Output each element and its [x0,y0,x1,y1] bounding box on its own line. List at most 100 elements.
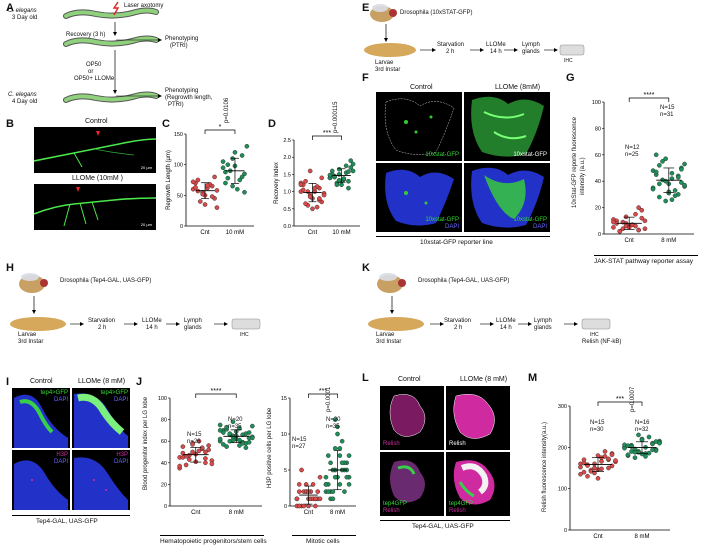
E-instar: 3rd Instar [375,67,401,73]
K-relish: Relish (NF-kB) [582,339,622,345]
E-larvae: Larvae [375,60,394,66]
data-point [298,182,304,188]
data-point [230,183,235,189]
y-tick-label: 0 [180,224,183,230]
J-n3b: n=27 [292,444,306,450]
data-point [653,152,659,158]
data-point [220,159,226,164]
data-point [639,207,645,213]
data-point [306,503,311,509]
data-point [332,446,338,451]
B-scale1: 20 µm [140,165,152,170]
data-point [620,226,626,232]
I-m4: H3P [116,452,128,458]
M-n2a: N=16 [635,420,650,426]
data-point [310,482,316,487]
data-point [650,186,656,192]
data-point [657,440,662,446]
data-point [239,174,245,180]
L-m4b: Relish [449,508,466,514]
y-tick-label: 80 [595,126,601,132]
data-point [339,460,345,466]
panel-label-B: B [6,118,14,130]
L-image-llome-merge: tep4GFP Relish [446,452,510,516]
y-tick-label: 80 [161,418,167,424]
data-point [657,181,662,187]
workflow-E [364,4,585,57]
I-col1: Control [30,378,53,385]
data-point [187,457,192,462]
y-tick-label: 1.5 [283,172,291,178]
data-point [303,201,308,206]
K-s1: Starvation [444,318,472,324]
B-top-label: Control [85,118,108,125]
I-image-ctrl-gfp: tep4>GFP DAPI [12,388,70,448]
F-image-ctrl-gfp: 10xstat-GFP [376,92,462,161]
data-point [180,444,186,449]
y-tick-label: 15 [281,396,287,402]
J-n1b: n=26 [187,439,201,445]
slide-icon [581,318,611,330]
data-point [650,447,655,453]
K-ihc: IHC [590,332,599,338]
B-bottom-label: LLOMe (10mM ) [72,175,123,182]
op-or-label: or [88,69,94,75]
L-image-ctrl-merge: tep4GFP Relish [380,452,444,516]
data-point [317,196,322,201]
larva-icon [368,317,424,331]
data-point [660,159,665,164]
data-point [242,171,247,177]
L-image-ctrl-relish: Relish [380,386,444,450]
data-point [337,446,343,451]
pheno2b-label: (Regrowth length, [165,95,213,101]
data-point [578,464,583,470]
data-point [299,467,304,473]
x-tick-label: 8 mM [661,238,676,244]
x-tick-label: 8 mM [330,510,345,516]
F-image-ctrl-merge: 10xstat-GFP DAPI [376,163,462,232]
significance-bracket [195,393,237,398]
y-tick-label: 50 [177,193,183,199]
worm-diagram-A [63,1,162,103]
data-point [217,428,223,433]
data-point [663,198,668,204]
panel-label-K: K [362,262,370,274]
I-m3: H3P [56,452,68,458]
E-fly-label: Drosophila (10xSTAT-GFP) [400,10,473,16]
panel-label-G: G [566,72,575,84]
y-tick-label: 0 [284,504,287,510]
F-col2: LLOMe (8mM) [495,84,541,91]
y-tick-label: 300 [558,404,567,410]
data-point [239,153,245,158]
x-tick-label: Cnt [308,230,318,236]
data-point [209,461,215,467]
data-point [633,211,638,217]
data-point [190,442,195,447]
data-point [669,170,675,176]
y-tick-label: 40 [161,461,167,467]
panel-label-D: D [268,118,276,130]
x-tick-label: Cnt [304,510,314,516]
workflow-K [368,273,611,331]
data-point [190,179,196,185]
B-scale2: 20 µm [140,222,152,227]
op1-label: OP50 [86,62,102,68]
x-tick-label: 10 mM [332,230,350,236]
x-tick-label: Cnt [625,238,635,244]
data-point [632,449,638,455]
J-p2: p=0.0001 [326,386,332,412]
y-tick-label: 200 [558,445,567,451]
I-m1: tep4>GFP [40,390,68,396]
G-caption: JAK-STAT pathway reporter assay [594,258,693,265]
G-n2a: N=15 [660,105,675,111]
H-fly-label: Drosophila (Tep4-GAL, UAS-GFP) [60,278,152,284]
data-point [335,431,340,437]
panel-label-F: F [362,72,369,84]
I-caption: Tep4-GAL, UAS-GFP [36,518,98,525]
J-n2b: n=35 [228,424,242,430]
worm1-name: C. elegans [8,8,37,14]
larva-icon [364,43,416,57]
data-point [203,449,208,455]
data-point [341,176,347,181]
chart-C: 0 50 100 150 Cnt 10 mM * Regrowth Length (µm) [166,124,254,236]
